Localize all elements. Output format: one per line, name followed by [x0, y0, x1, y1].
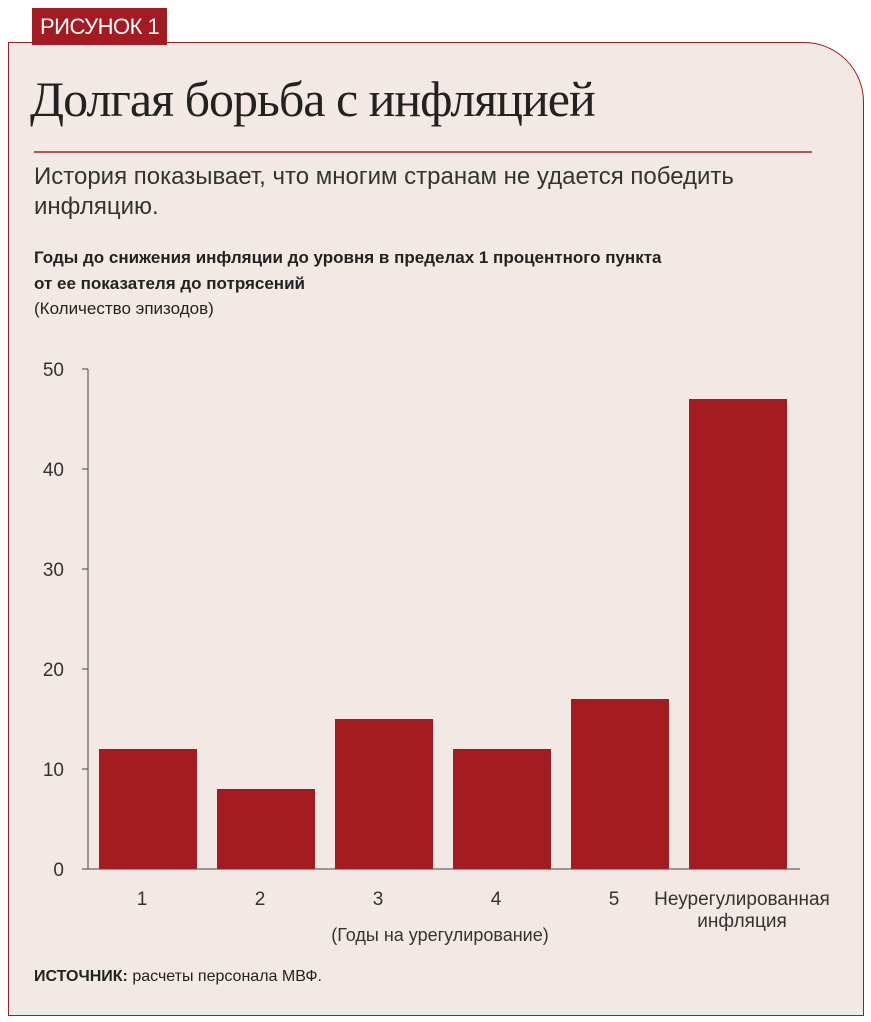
x-axis-label: (Годы на урегулирование) [331, 925, 549, 945]
chart-units: (Количество эпизодов) [34, 299, 214, 318]
chart-title-line: от ее показателя до потрясений [34, 274, 305, 293]
chart-title: Годы до снижения инфляции до уровня в пр… [34, 245, 662, 297]
y-tick-label: 10 [43, 760, 64, 781]
bar [335, 719, 433, 869]
bar [571, 699, 669, 869]
x-tick-label: 2 [255, 889, 266, 910]
x-tick-label: 5 [609, 889, 620, 910]
bar [689, 399, 787, 869]
y-tick-label: 40 [43, 460, 64, 481]
subtitle: История показывает, что многим странам н… [34, 163, 734, 220]
x-tick-label: 4 [491, 889, 502, 910]
y-tick-label: 50 [43, 360, 64, 381]
x-tick-label: инфляция [697, 911, 786, 932]
x-tick-label: 3 [373, 889, 384, 910]
bar [99, 749, 197, 869]
bar [217, 789, 315, 869]
y-tick-label: 30 [43, 560, 64, 581]
source-text: расчеты персонала МВФ. [127, 968, 322, 985]
chart-title-line: Годы до снижения инфляции до уровня в пр… [34, 248, 662, 267]
title-divider [34, 151, 812, 153]
figure-title: Долгая борьба с инфляцией [30, 71, 596, 127]
figure-label: РИСУНОК 1 [32, 8, 168, 45]
y-tick-label: 20 [43, 660, 64, 681]
source-note: ИСТОЧНИК: расчеты персонала МВФ. [34, 968, 322, 986]
x-tick-label: Неурегулированная [654, 889, 830, 910]
x-tick-label: 1 [137, 889, 148, 910]
source-label: ИСТОЧНИК: [34, 968, 128, 985]
bar [453, 749, 551, 869]
y-tick-label: 0 [53, 860, 64, 881]
